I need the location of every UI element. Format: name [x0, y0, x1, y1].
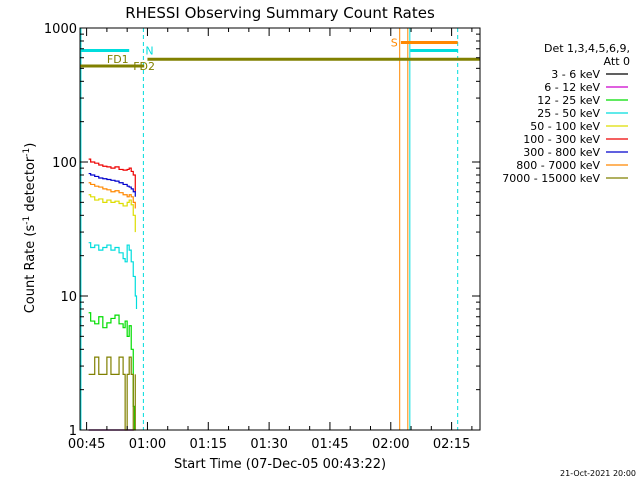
y-tick-label: 1: [69, 424, 77, 439]
y-axis-label-end: ): [23, 143, 38, 148]
legend-header-line: Att 0: [604, 55, 630, 68]
x-tick-label: 01:15: [190, 437, 227, 452]
plot-frame: N S FD1 FD2: [80, 28, 480, 430]
x-tick-label: 02:15: [433, 437, 470, 452]
footer-timestamp: 21-Oct-2021 20:00: [560, 469, 636, 478]
chart-title: RHESSI Observing Summary Count Rates: [125, 4, 435, 22]
y-axis-label-sup2: -1: [22, 148, 32, 157]
legend-header-line: Det 1,3,4,5,6,9,: [544, 42, 630, 55]
y-tick-label: 10: [60, 290, 77, 305]
y-tick-label: 1000: [44, 22, 77, 37]
legend-entry-label: 800 - 7000 keV: [516, 159, 600, 172]
series-line-4: [88, 194, 136, 233]
y-tick-label: 100: [52, 156, 77, 171]
legend-entry-label: 6 - 12 keV: [544, 81, 600, 94]
axis-layer: 1 10 100 1000 00:45 01:00 01:15 01:30 01:45 02:00…: [44, 22, 481, 452]
legend-entry-label: 3 - 6 keV: [551, 68, 600, 81]
series-line-7: [88, 182, 136, 209]
series-line-8: [88, 356, 136, 431]
annotation-fd2: FD2: [133, 60, 155, 73]
legend-entry-label: 50 - 100 keV: [530, 120, 600, 133]
annotation-s: S: [391, 36, 398, 49]
plot-border: [79, 27, 481, 431]
y-axis-label-mid: detector: [23, 156, 38, 216]
annotation-n: N: [145, 44, 153, 57]
series-line-3: [88, 242, 138, 309]
x-axis-label: Start Time (07-Dec-05 00:43:22): [174, 457, 386, 472]
x-tick-label: 00:45: [68, 437, 105, 452]
y-axis-label-sup1: -1: [22, 216, 32, 225]
series-line-2: [88, 312, 136, 430]
y-axis-label: Count Rate (s-1 detector-1): [22, 143, 38, 314]
series-line-6: [88, 172, 136, 197]
series-line-5: [88, 158, 136, 192]
data-layer: [88, 158, 138, 431]
annotation-fd1: FD1: [107, 53, 129, 66]
x-tick-label: 02:00: [372, 437, 409, 452]
x-tick-label: 01:00: [129, 437, 166, 452]
legend-entry-label: 100 - 300 keV: [523, 133, 600, 146]
legend-entry-label: 25 - 50 keV: [537, 107, 600, 120]
x-tick-label: 01:45: [311, 437, 348, 452]
y-axis-label-main: Count Rate (s: [23, 225, 38, 314]
legend-entry-label: 12 - 25 keV: [537, 94, 600, 107]
legend-entry-label: 7000 - 15000 keV: [502, 172, 600, 185]
x-tick-label: 01:30: [250, 437, 287, 452]
legend-entry-label: 300 - 800 keV: [523, 146, 600, 159]
